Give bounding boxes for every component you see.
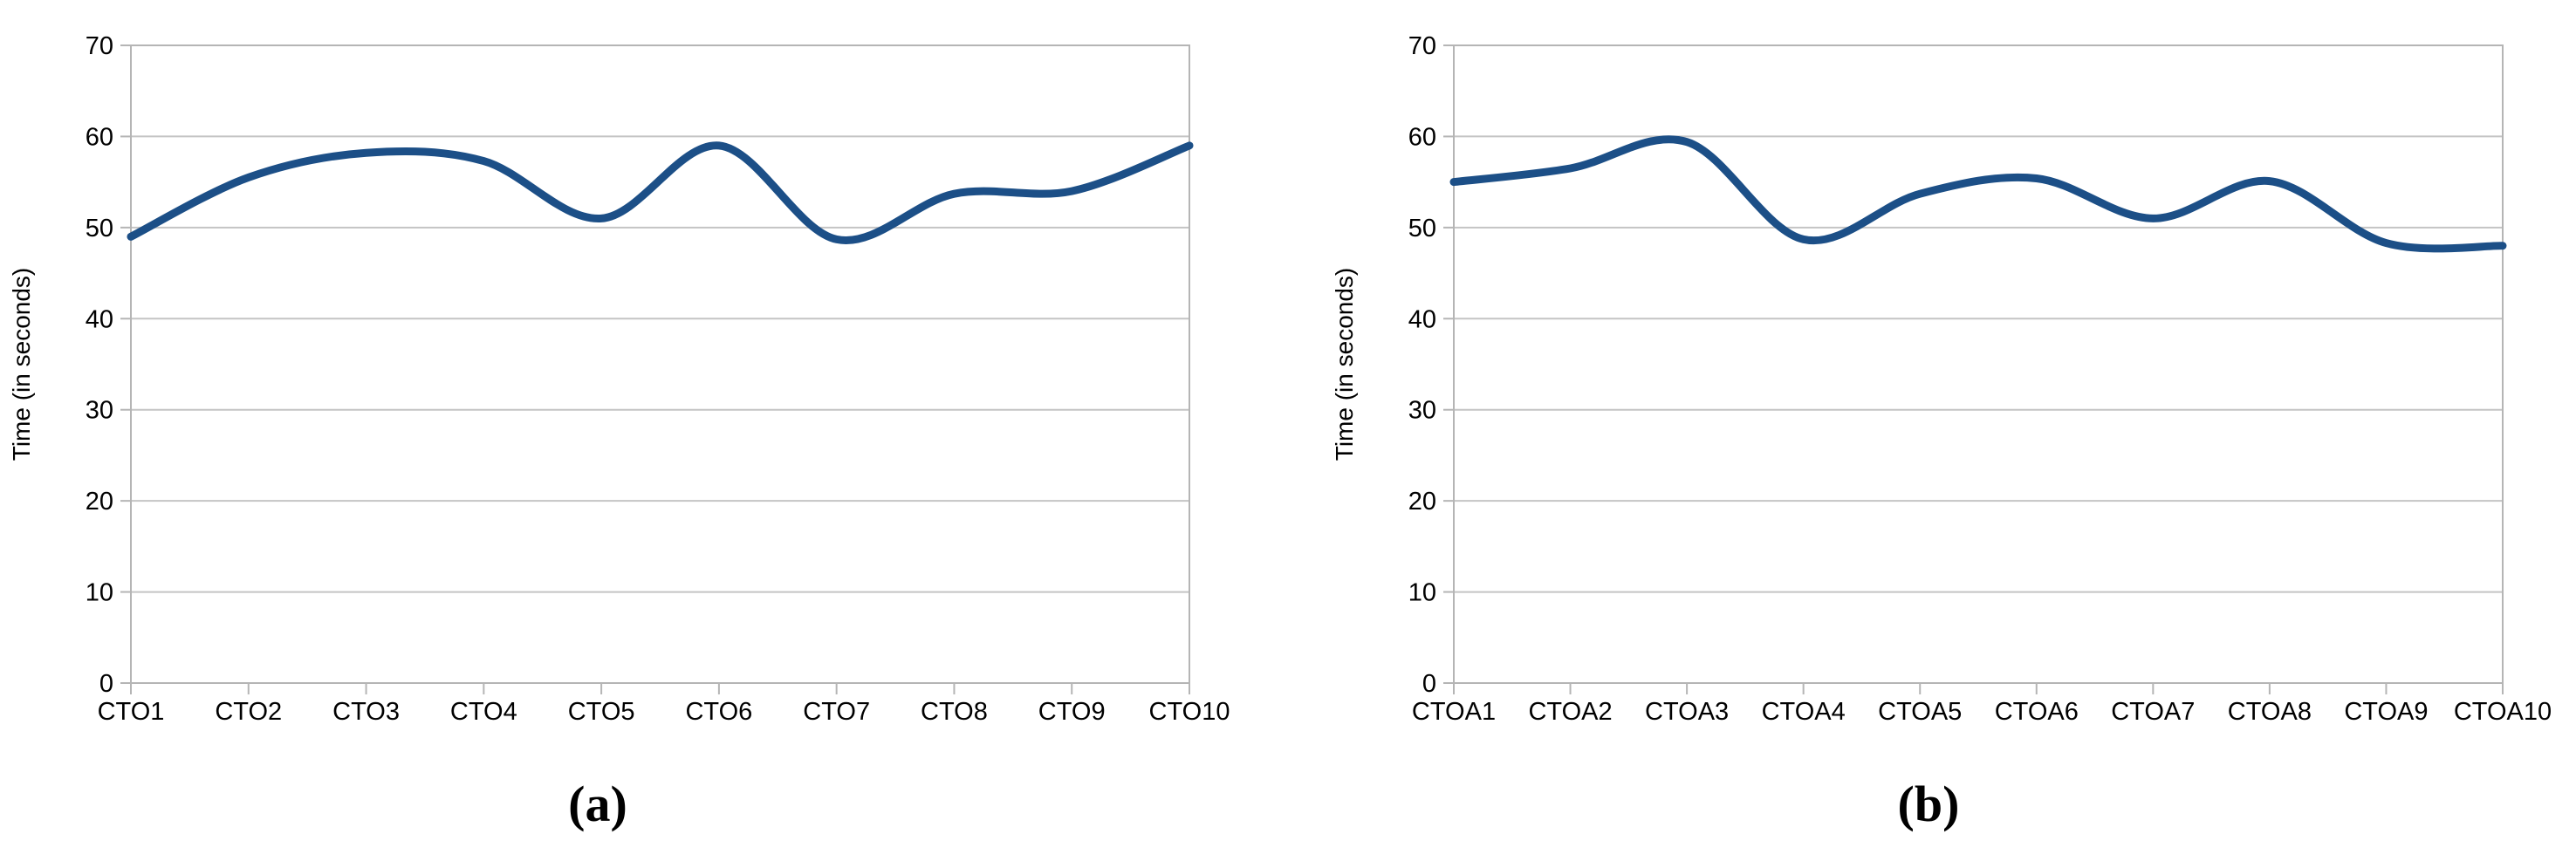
chart-a-canvas: 0 10 20 30 40 50 60 70 CTO1 CTO2 CTO3 CTO4 CTO5 CTO6 C… (8, 32, 1230, 726)
y-tick-label: 70 (86, 32, 113, 60)
y-tick-label: 10 (1408, 579, 1436, 607)
x-tick-label: CTO6 (685, 698, 752, 726)
y-tick-label: 0 (99, 670, 113, 698)
x-tick-label: CTO9 (1038, 698, 1106, 726)
plot-border (130, 44, 1190, 684)
x-tick-label: CTO5 (568, 698, 635, 726)
x-tick-label: CTOA5 (1878, 698, 1962, 726)
y-tick-label: 20 (86, 488, 113, 516)
x-tick-label: CTOA6 (1995, 698, 2079, 726)
y-tick-label: 10 (86, 579, 113, 607)
x-tick-label: CTO3 (332, 698, 400, 726)
plot-border (1453, 44, 2504, 684)
x-tick-label: CTOA4 (1762, 698, 1846, 726)
x-tick-label: CTO1 (98, 698, 165, 726)
x-tick-label: CTOA2 (1528, 698, 1612, 726)
x-tick-label: CTOA3 (1645, 698, 1729, 726)
y-axis-title: Time (in seconds) (1331, 268, 1358, 461)
x-tick-label: CTO2 (215, 698, 282, 726)
y-tick-label: 0 (1422, 670, 1436, 698)
x-tick-label: CTOA1 (1412, 698, 1496, 726)
x-tick-label: CTOA7 (2111, 698, 2195, 726)
x-tick-label: CTOA9 (2344, 698, 2428, 726)
caption-a: (a) (568, 776, 627, 832)
y-tick-label: 30 (1408, 397, 1436, 425)
y-axis-title: Time (in seconds) (8, 268, 35, 461)
y-tick-label: 40 (1408, 305, 1436, 333)
x-tick-label: CTOA10 (2454, 698, 2552, 726)
series-line (127, 141, 1194, 244)
y-tick-label: 30 (86, 397, 113, 425)
y-tick-label: 60 (86, 123, 113, 151)
chart-b-canvas: 0 10 20 30 40 50 60 70 CTOA1 CTOA2 CTOA3 CTOA4 CTOA5… (1331, 32, 2552, 726)
y-tick-label: 70 (1408, 32, 1436, 60)
x-tick-label: CTO4 (450, 698, 517, 726)
x-tick-label: CTO10 (1149, 698, 1230, 726)
y-tick-label: 60 (1408, 123, 1436, 151)
y-tick-label: 40 (86, 305, 113, 333)
y-tick-label: 50 (1408, 215, 1436, 243)
x-tick-label: CTOA8 (2228, 698, 2312, 726)
caption-b: (b) (1897, 776, 1960, 832)
x-tick-label: CTO8 (921, 698, 988, 726)
y-tick-label: 50 (86, 215, 113, 243)
y-tick-label: 20 (1408, 488, 1436, 516)
x-tick-label: CTO7 (803, 698, 870, 726)
series-line (1449, 135, 2507, 253)
